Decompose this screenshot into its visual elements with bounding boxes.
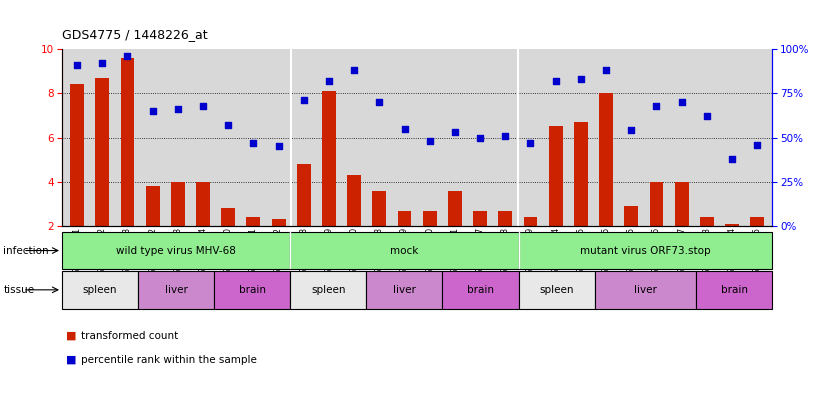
Bar bbox=[214, 271, 290, 309]
Bar bbox=[696, 271, 772, 309]
Point bbox=[751, 141, 764, 148]
Point bbox=[700, 113, 714, 119]
Text: ■: ■ bbox=[66, 354, 77, 365]
Bar bbox=[272, 219, 286, 226]
Bar bbox=[548, 127, 563, 226]
Point bbox=[549, 78, 563, 84]
Bar bbox=[524, 217, 538, 226]
Bar bbox=[373, 191, 387, 226]
Bar bbox=[70, 84, 84, 226]
Point bbox=[96, 60, 109, 66]
Text: GDS4775 / 1448226_at: GDS4775 / 1448226_at bbox=[62, 28, 207, 41]
Bar bbox=[171, 182, 185, 226]
Bar bbox=[423, 211, 437, 226]
Bar bbox=[649, 182, 663, 226]
Bar bbox=[138, 271, 214, 309]
Bar bbox=[675, 182, 689, 226]
Text: brain: brain bbox=[239, 285, 266, 295]
Point bbox=[725, 156, 738, 162]
Text: mutant virus ORF73.stop: mutant virus ORF73.stop bbox=[580, 246, 710, 255]
Text: spleen: spleen bbox=[539, 285, 574, 295]
Bar bbox=[297, 164, 311, 226]
Bar bbox=[196, 182, 210, 226]
Text: percentile rank within the sample: percentile rank within the sample bbox=[81, 354, 257, 365]
Bar bbox=[750, 217, 764, 226]
Point bbox=[574, 76, 587, 83]
Point bbox=[398, 125, 411, 132]
Text: brain: brain bbox=[721, 285, 748, 295]
Point bbox=[600, 67, 613, 73]
Text: ■: ■ bbox=[66, 331, 77, 341]
Point bbox=[272, 143, 285, 149]
Point bbox=[146, 108, 159, 114]
Bar bbox=[145, 186, 159, 226]
Text: wild type virus MHV-68: wild type virus MHV-68 bbox=[116, 246, 236, 255]
Point bbox=[675, 99, 688, 105]
Bar bbox=[448, 191, 462, 226]
Point bbox=[348, 67, 361, 73]
Bar bbox=[519, 271, 595, 309]
Point bbox=[624, 127, 638, 134]
Bar bbox=[599, 93, 613, 226]
Point bbox=[121, 53, 134, 59]
Text: mock: mock bbox=[390, 246, 419, 255]
Bar bbox=[322, 91, 336, 226]
Bar bbox=[473, 211, 487, 226]
Point bbox=[297, 97, 311, 103]
Text: liver: liver bbox=[634, 285, 657, 295]
Point bbox=[524, 140, 537, 146]
Point bbox=[322, 78, 335, 84]
Bar bbox=[397, 211, 411, 226]
Bar bbox=[347, 175, 361, 226]
Point bbox=[423, 138, 436, 144]
Text: tissue: tissue bbox=[3, 285, 35, 295]
Text: transformed count: transformed count bbox=[81, 331, 178, 341]
Text: liver: liver bbox=[164, 285, 188, 295]
Bar bbox=[574, 122, 588, 226]
Point bbox=[449, 129, 462, 135]
Bar bbox=[95, 78, 109, 226]
Text: spleen: spleen bbox=[311, 285, 345, 295]
Bar bbox=[62, 232, 290, 269]
Text: infection: infection bbox=[3, 246, 49, 255]
Point bbox=[171, 106, 184, 112]
Point bbox=[197, 103, 210, 109]
Bar bbox=[290, 271, 367, 309]
Bar bbox=[62, 271, 138, 309]
Point bbox=[70, 62, 83, 68]
Bar bbox=[519, 232, 772, 269]
Bar bbox=[443, 271, 519, 309]
Text: brain: brain bbox=[467, 285, 494, 295]
Bar bbox=[498, 211, 512, 226]
Text: spleen: spleen bbox=[83, 285, 117, 295]
Bar bbox=[367, 271, 443, 309]
Bar bbox=[221, 208, 235, 226]
Point bbox=[221, 122, 235, 128]
Point bbox=[373, 99, 386, 105]
Point bbox=[473, 134, 487, 141]
Text: liver: liver bbox=[393, 285, 415, 295]
Point bbox=[247, 140, 260, 146]
Bar bbox=[290, 232, 519, 269]
Bar bbox=[725, 224, 739, 226]
Bar bbox=[595, 271, 696, 309]
Bar bbox=[121, 58, 135, 226]
Bar bbox=[700, 217, 714, 226]
Point bbox=[499, 132, 512, 139]
Bar bbox=[624, 206, 638, 226]
Point bbox=[650, 103, 663, 109]
Bar bbox=[246, 217, 260, 226]
